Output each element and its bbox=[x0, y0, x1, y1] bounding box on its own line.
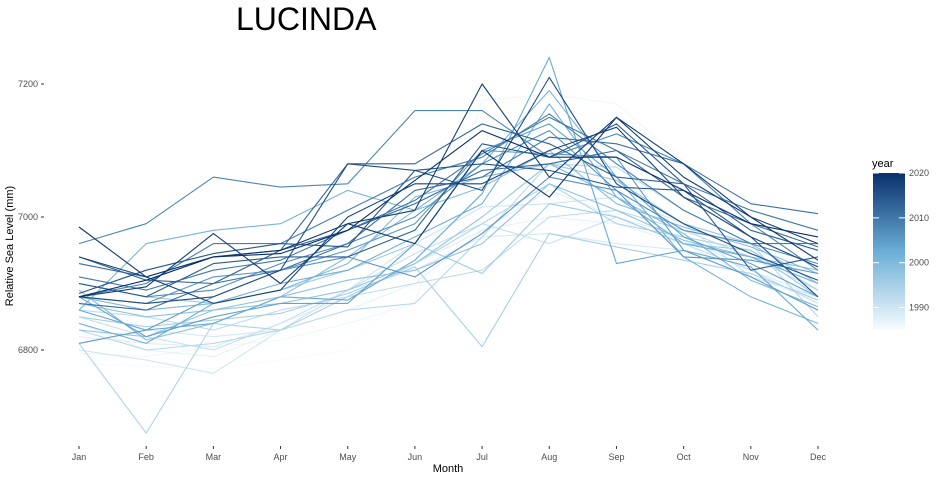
x-tick-label: Sep bbox=[608, 452, 624, 462]
series-line-2002 bbox=[78, 103, 819, 344]
x-tick-label: Feb bbox=[138, 452, 154, 462]
series-line-2011 bbox=[78, 136, 819, 311]
series-line-2017 bbox=[78, 126, 819, 304]
y-tick-label: 7200 bbox=[18, 79, 38, 89]
series-line-1998 bbox=[78, 183, 819, 318]
legend-colorbar bbox=[873, 173, 905, 330]
legend-tick-label: 1990 bbox=[909, 303, 929, 313]
legend-tick-label: 2010 bbox=[909, 213, 929, 223]
y-tick-label: 7000 bbox=[18, 212, 38, 222]
x-tick-label: Dec bbox=[810, 452, 827, 462]
series-line-2010 bbox=[78, 116, 819, 291]
series-line-2000 bbox=[78, 163, 819, 311]
series-line-2009 bbox=[78, 113, 818, 298]
series-line-2008 bbox=[78, 110, 819, 271]
x-tick-label: Oct bbox=[677, 452, 692, 462]
series-line-2020 bbox=[78, 130, 819, 298]
series-line-1997 bbox=[78, 163, 819, 338]
y-axis: 6800 7000 7200 bbox=[18, 79, 44, 355]
x-tick-label: May bbox=[339, 452, 357, 462]
series-line-1988 bbox=[78, 189, 819, 348]
chart-title: LUCINDA bbox=[236, 1, 377, 37]
series-line-1991 bbox=[78, 216, 819, 351]
x-axis-title: Month bbox=[433, 463, 464, 475]
series-line-1992 bbox=[78, 209, 819, 331]
series-line-1999 bbox=[78, 149, 819, 341]
x-tick-label: Jan bbox=[72, 452, 87, 462]
x-tick-label: Jul bbox=[476, 452, 488, 462]
legend-title: year bbox=[872, 158, 894, 170]
legend-tick-label: 2000 bbox=[909, 258, 929, 268]
plot-area bbox=[78, 56, 819, 434]
x-tick-label: Mar bbox=[206, 452, 222, 462]
series-line-1995 bbox=[78, 233, 819, 348]
series-line-2018 bbox=[78, 83, 819, 298]
y-axis-title: Relative Sea Level (mm) bbox=[4, 186, 16, 306]
x-tick-label: Nov bbox=[743, 452, 760, 462]
y-tick-label: 6800 bbox=[18, 345, 38, 355]
x-tick-label: Aug bbox=[541, 452, 557, 462]
series-line-2006 bbox=[78, 176, 819, 304]
x-tick-label: Apr bbox=[274, 452, 288, 462]
x-tick-label: Jun bbox=[408, 452, 423, 462]
x-axis: Jan Feb Mar Apr May Jun Jul Aug Sep Oct Nov Dec bbox=[72, 446, 827, 462]
series-line-1994 bbox=[78, 183, 819, 434]
series-line-2016 bbox=[78, 76, 819, 304]
series-line-2013 bbox=[78, 123, 819, 285]
legend-tick-label: 2020 bbox=[909, 168, 929, 178]
series-line-1987 bbox=[78, 216, 819, 358]
series-line-1990 bbox=[78, 196, 819, 374]
series-line-2007 bbox=[78, 130, 819, 298]
series-line-2003 bbox=[78, 56, 819, 331]
series-line-2015 bbox=[78, 163, 819, 298]
year-legend: year 1990 2000 2010 2020 bbox=[872, 158, 929, 330]
